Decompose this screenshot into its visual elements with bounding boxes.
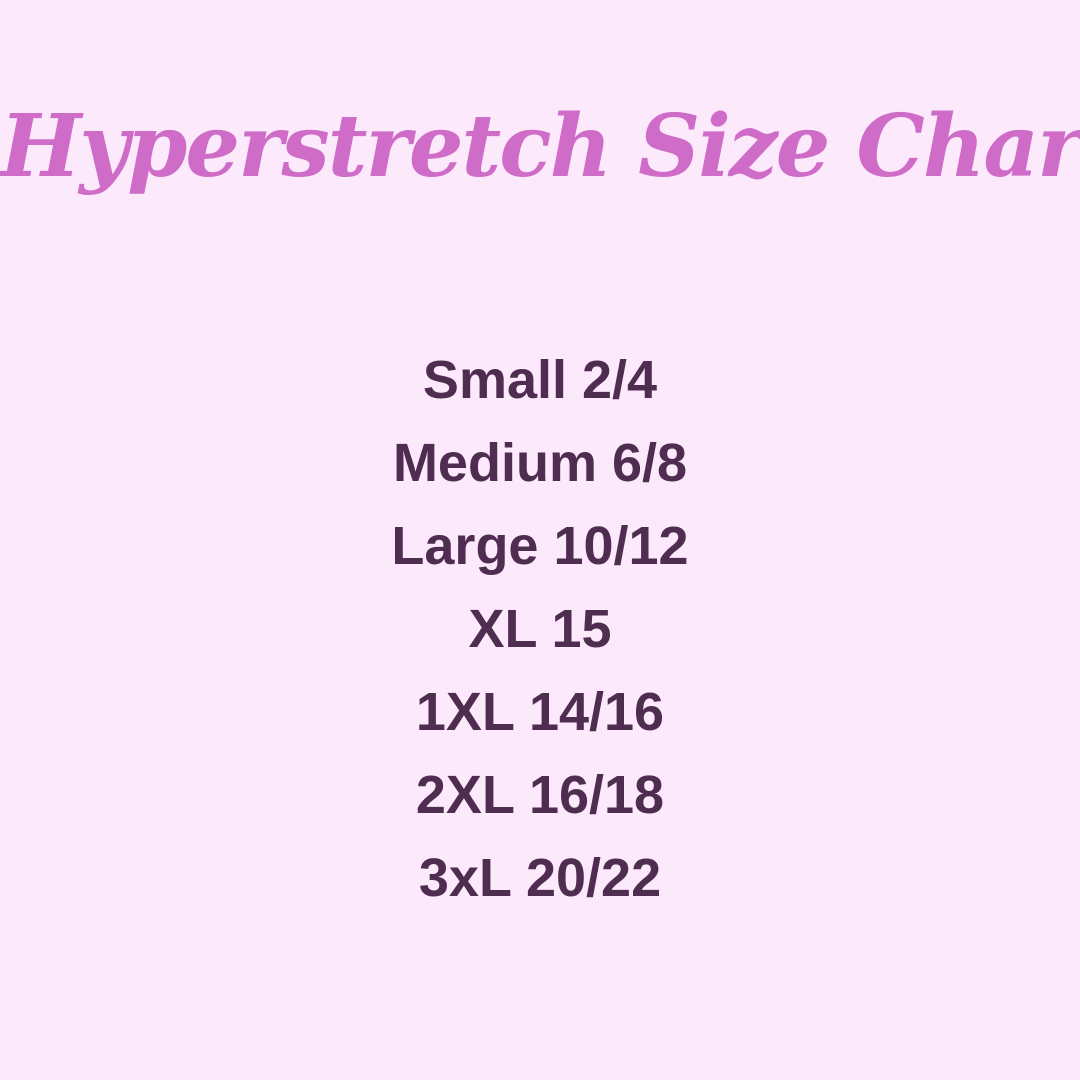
size-list-item: Medium 6/8 — [392, 433, 688, 493]
size-list: Small 2/4 Medium 6/8 Large 10/12 XL 15 1… — [0, 339, 1080, 920]
size-list-item: Small 2/4 — [422, 350, 658, 410]
size-list-item: 1XL 14/16 — [415, 682, 665, 742]
page-title: Hyperstretch Size Chart — [0, 96, 1080, 197]
size-list-item: 2XL 16/18 — [415, 765, 665, 825]
size-list-item: Large 10/12 — [391, 516, 689, 576]
size-list-item: XL 15 — [468, 599, 612, 659]
size-list-item: 3xL 20/22 — [418, 848, 662, 908]
